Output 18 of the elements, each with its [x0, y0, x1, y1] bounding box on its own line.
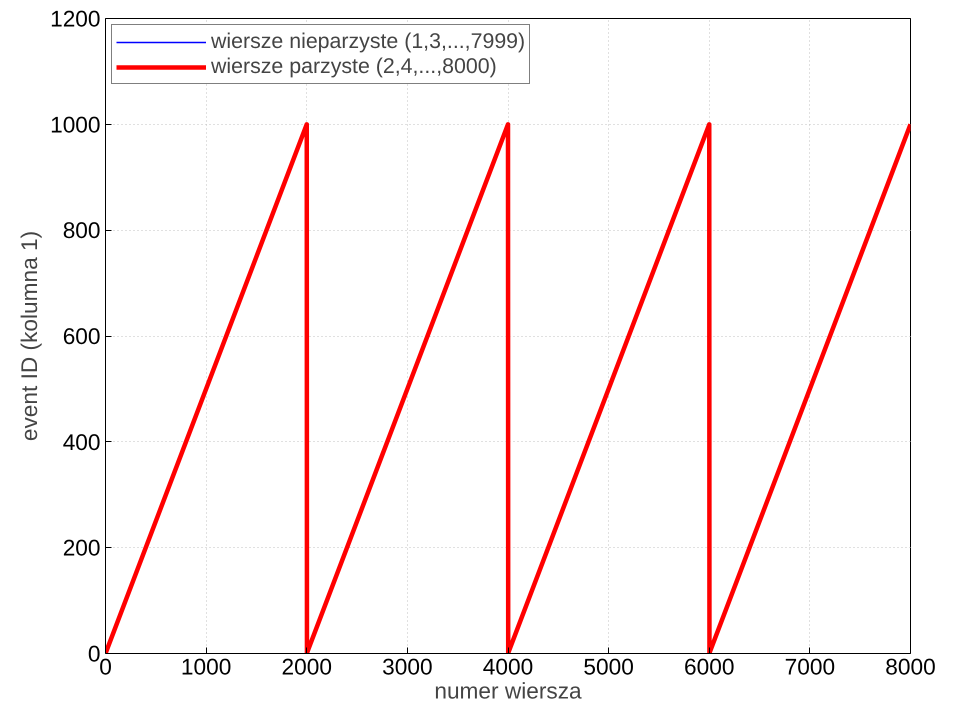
y-tick-label: 1200 — [50, 6, 101, 32]
legend-label: wiersze nieparzyste (1,3,...,7999) — [211, 29, 526, 54]
y-tick-label: 400 — [62, 428, 101, 455]
y-tick-label: 800 — [62, 217, 101, 244]
x-tick-label: 6000 — [684, 654, 734, 680]
y-tick-label: 600 — [62, 323, 101, 349]
legend-label: wiersze parzyste (2,4,...,8000) — [211, 54, 497, 79]
x-tick-label: 4000 — [482, 654, 534, 680]
y-tick-label: 1000 — [50, 111, 101, 138]
x-tick-label: 7000 — [784, 654, 836, 680]
x-tick-label: 1000 — [180, 654, 232, 680]
y-tick-label: 200 — [62, 534, 101, 561]
x-tick-label: 8000 — [885, 654, 936, 680]
x-tick-label: 5000 — [583, 654, 634, 680]
y-axis-title: event ID (kolumna 1) — [16, 230, 42, 442]
x-axis-title: numer wiersza — [434, 678, 582, 704]
x-tick-label: 2000 — [282, 654, 332, 680]
x-tick-label: 3000 — [382, 654, 433, 680]
